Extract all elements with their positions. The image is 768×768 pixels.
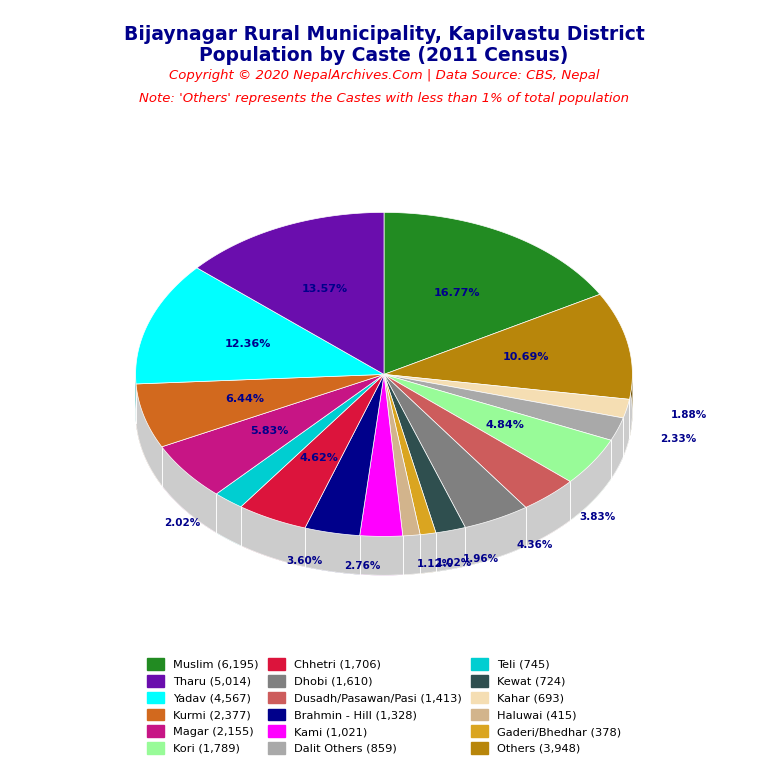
Polygon shape [384,375,611,482]
Polygon shape [136,268,384,384]
Text: 16.77%: 16.77% [433,288,480,298]
Text: 1.12%: 1.12% [416,559,452,569]
Polygon shape [384,213,600,375]
Polygon shape [420,533,436,574]
Polygon shape [162,375,384,494]
Polygon shape [384,375,571,508]
Text: 3.60%: 3.60% [286,556,323,566]
Polygon shape [384,375,465,533]
Polygon shape [162,447,217,533]
Text: 2.76%: 2.76% [344,561,381,571]
Text: Population by Caste (2011 Census): Population by Caste (2011 Census) [200,46,568,65]
Polygon shape [136,384,162,485]
Polygon shape [359,535,402,575]
Text: Copyright © 2020 NepalArchives.Com | Data Source: CBS, Nepal: Copyright © 2020 NepalArchives.Com | Dat… [169,69,599,82]
Text: 5.83%: 5.83% [250,426,288,436]
Legend: Muslim (6,195), Tharu (5,014), Yadav (4,567), Kurmi (2,377), Magar (2,155), Kori: Muslim (6,195), Tharu (5,014), Yadav (4,… [142,654,626,759]
Polygon shape [384,294,632,399]
Polygon shape [384,375,436,535]
Text: 4.84%: 4.84% [486,420,525,430]
Text: 3.83%: 3.83% [579,512,615,522]
Polygon shape [241,507,305,567]
Polygon shape [241,375,384,528]
Text: 2.02%: 2.02% [164,518,200,528]
Text: 4.62%: 4.62% [300,453,339,463]
Polygon shape [305,528,359,574]
Text: 2.33%: 2.33% [660,434,696,444]
Text: 1.02%: 1.02% [436,558,472,568]
Polygon shape [217,375,384,507]
Polygon shape [305,375,384,535]
Polygon shape [571,440,611,521]
Polygon shape [359,375,402,536]
Polygon shape [436,528,465,571]
Text: 1.96%: 1.96% [463,554,499,564]
Polygon shape [384,375,420,536]
Polygon shape [630,375,632,439]
Text: 13.57%: 13.57% [301,284,347,294]
Text: 6.44%: 6.44% [225,394,264,404]
Polygon shape [384,375,526,528]
Polygon shape [465,508,526,566]
Polygon shape [402,535,420,574]
Polygon shape [611,418,624,479]
Text: 12.36%: 12.36% [224,339,271,349]
Polygon shape [197,213,384,375]
Text: 4.36%: 4.36% [517,540,553,550]
Text: 10.69%: 10.69% [502,353,549,362]
Polygon shape [526,482,571,546]
Polygon shape [217,494,241,546]
Ellipse shape [136,251,632,575]
Polygon shape [384,375,624,440]
Polygon shape [624,399,630,457]
Text: 1.88%: 1.88% [670,410,707,420]
Text: Note: 'Others' represents the Castes with less than 1% of total population: Note: 'Others' represents the Castes wit… [139,92,629,105]
Text: Bijaynagar Rural Municipality, Kapilvastu District: Bijaynagar Rural Municipality, Kapilvast… [124,25,644,44]
Polygon shape [384,375,630,418]
Polygon shape [136,375,384,447]
